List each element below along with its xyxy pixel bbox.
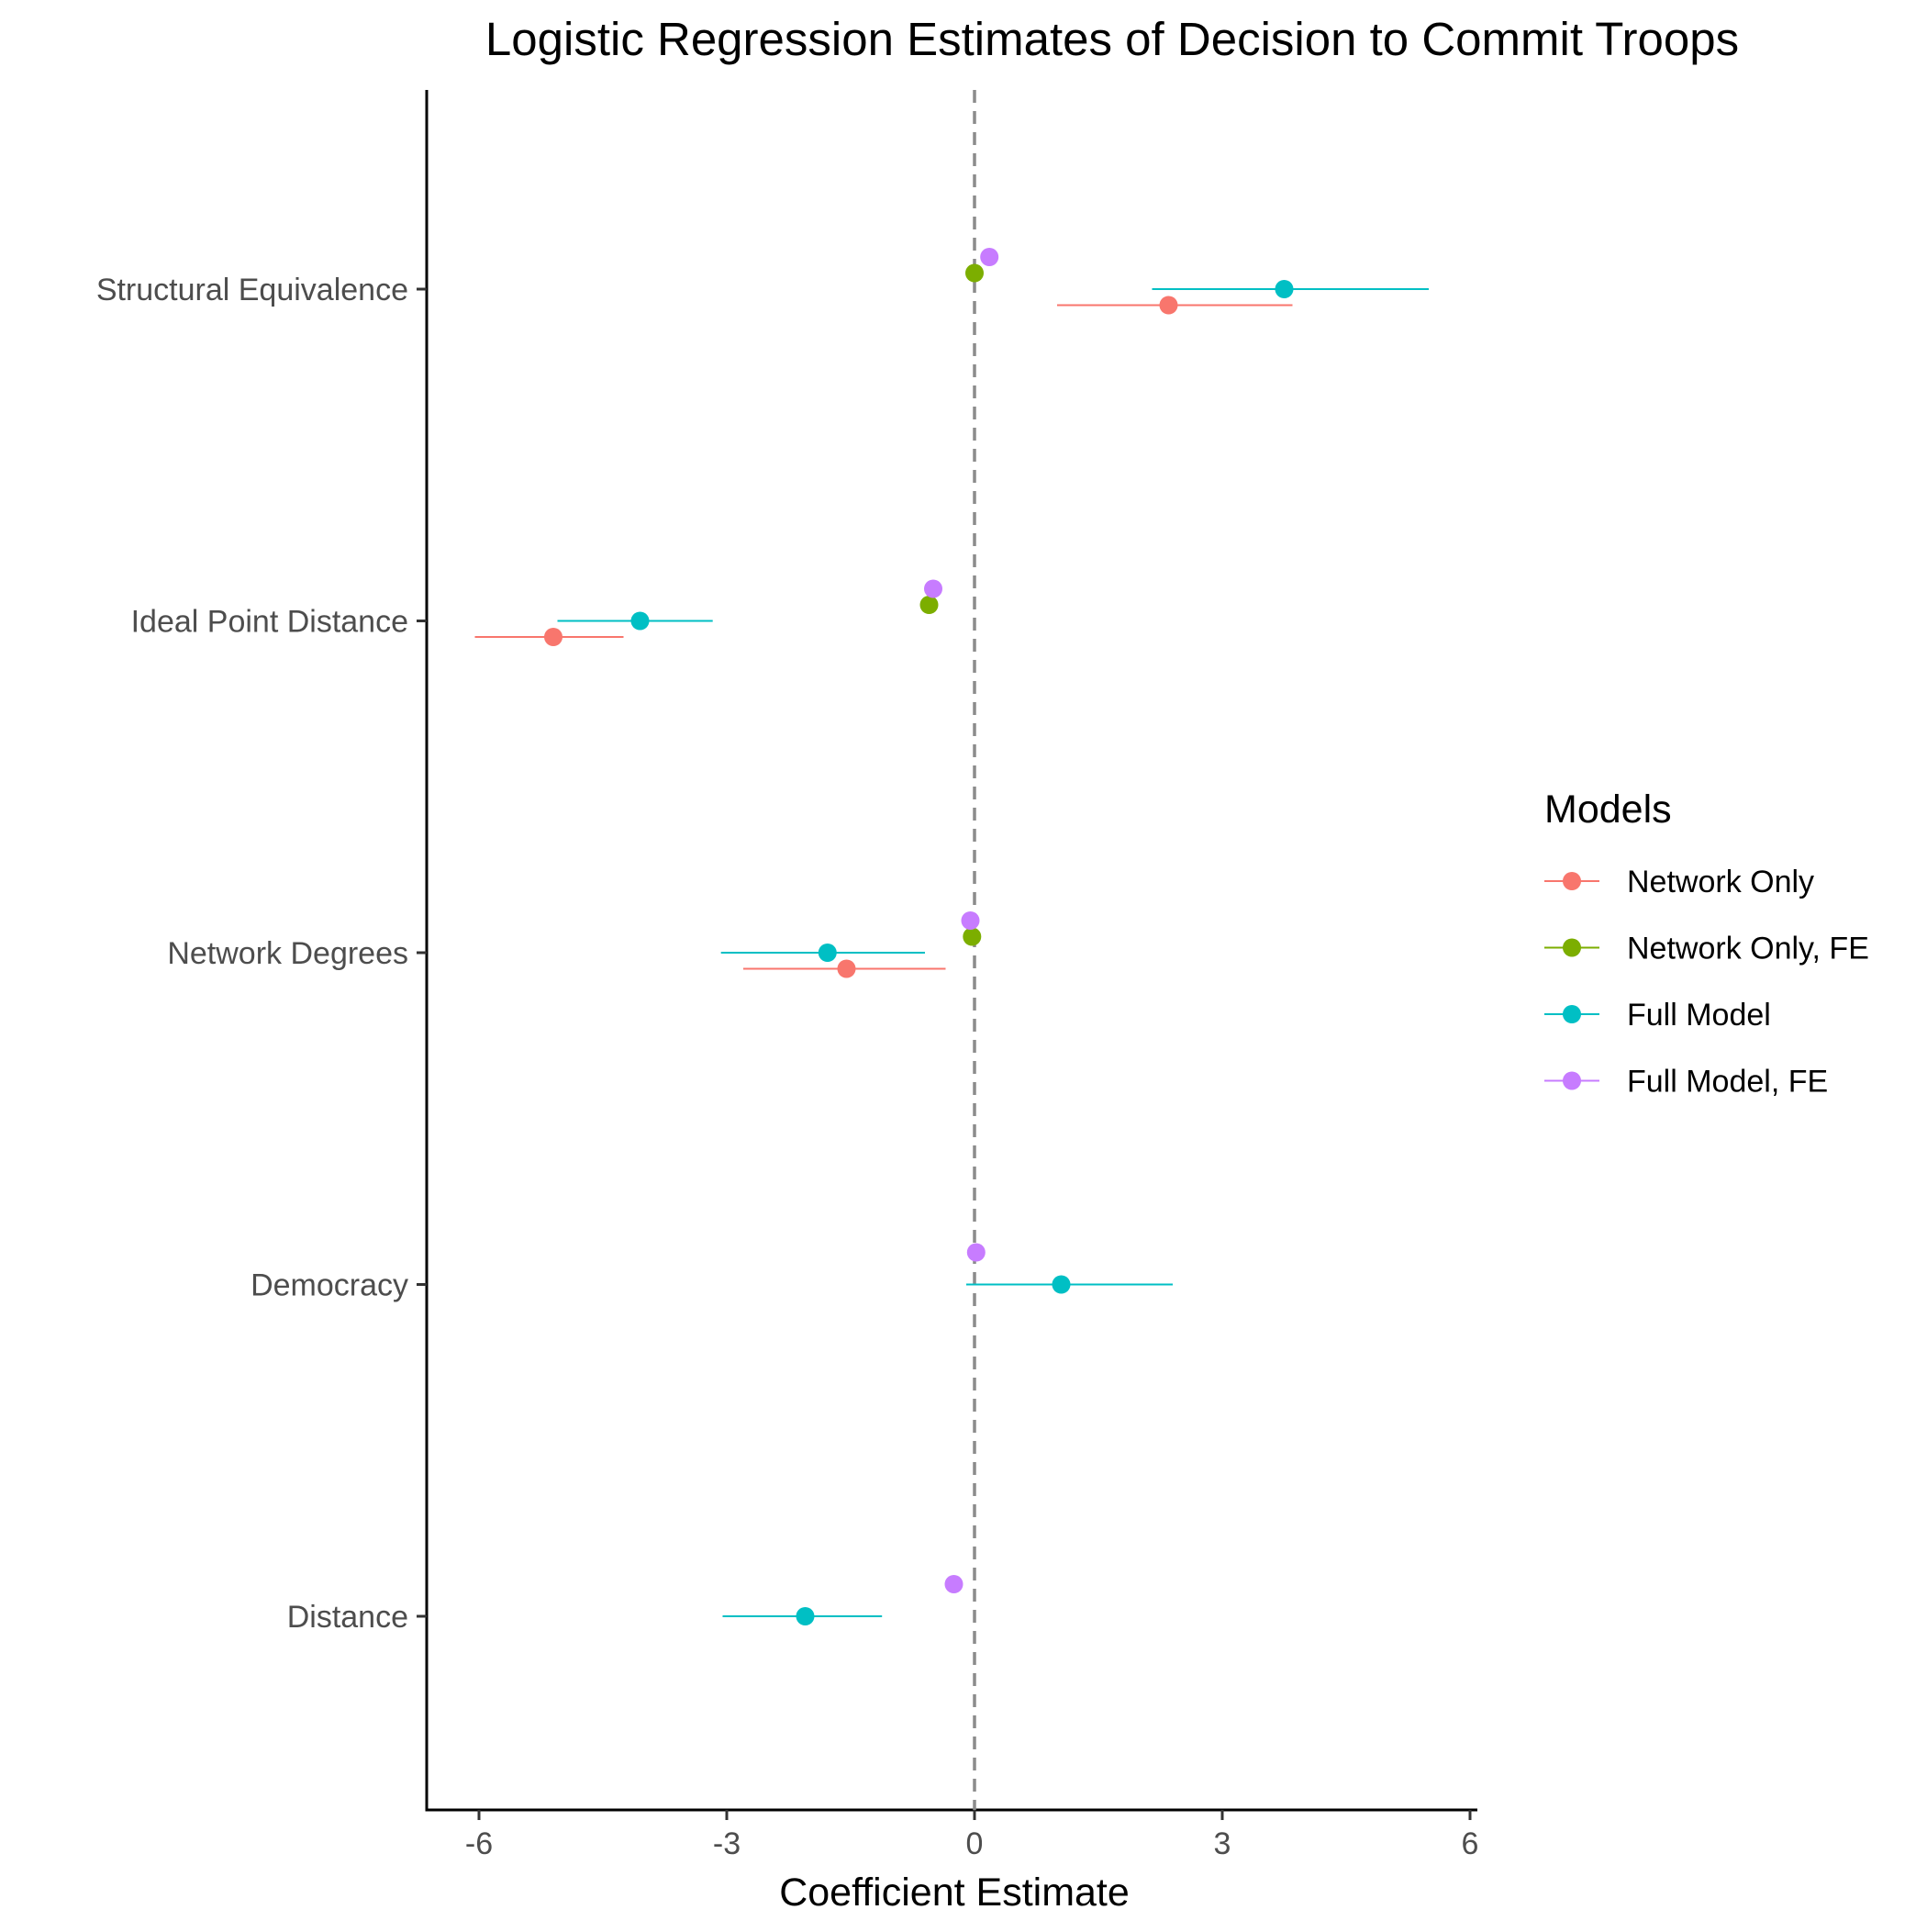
point-network-only-ideal-point-distance [544,628,563,646]
legend-item-network-only: Network Only [1544,865,1814,899]
legend-label: Network Only [1627,865,1814,899]
x-tick-label: -6 [465,1826,493,1861]
legend-label: Full Model, FE [1627,1065,1828,1100]
x-tick-label: 3 [1214,1826,1231,1861]
legend-item-network-only-fe: Network Only, FE [1544,932,1869,966]
legend-label: Network Only, FE [1627,932,1869,966]
y-tick-label-democracy: Democracy [251,1268,408,1303]
series-network-only [474,296,1293,978]
series-full-model-fe [924,248,999,1593]
chart-title: Logistic Regression Estimates of Decisio… [485,13,1739,65]
point-network-only-structural-equivalence [1159,296,1178,315]
legend-item-full-model: Full Model [1544,998,1771,1033]
x-axis-title: Coefficient Estimate [779,1871,1130,1915]
legend-key-point [1563,1005,1581,1023]
legend-title: Models [1544,787,1672,832]
y-tick-label-structural-equivalence: Structural Equivalence [96,273,408,307]
point-full-model-fe-democracy [966,1243,986,1262]
legend-key-point [1563,872,1581,890]
point-full-model-democracy [1052,1275,1071,1294]
x-tick-label: 0 [966,1826,984,1861]
point-full-model-fe-network-degrees [961,911,980,930]
y-tick-label-network-degrees: Network Degrees [167,936,408,971]
legend: Models Network Only Network Only, FE Full … [1544,787,1869,1100]
point-full-model-fe-distance [944,1575,964,1593]
point-network-only-fe-ideal-point-distance [919,596,939,614]
x-tick-label: 6 [1462,1826,1479,1861]
point-network-only-fe-network-degrees [963,927,982,946]
series-full-model [557,280,1429,1625]
legend-key-point [1563,938,1581,957]
legend-label: Full Model [1627,998,1771,1033]
legend-key-point [1563,1071,1581,1090]
y-tick-label-ideal-point-distance: Ideal Point Distance [131,605,408,640]
point-full-model-structural-equivalence [1275,280,1294,298]
point-network-only-network-degrees [837,959,856,978]
point-full-model-distance [796,1607,815,1625]
point-full-model-ideal-point-distance [630,611,650,631]
series-network-only-fe [919,263,984,946]
y-tick-label-distance: Distance [287,1600,408,1635]
legend-items: Network Only Network Only, FE Full Model Fu… [1544,865,1869,1100]
legend-item-full-model-fe: Full Model, FE [1544,1065,1828,1100]
plot-area: -6 -3 0 3 6 Structural Equivalence Ideal Point… [96,90,1479,1861]
point-full-model-fe-structural-equivalence [980,248,999,266]
point-full-model-fe-ideal-point-distance [924,579,942,598]
x-tick-label: -3 [713,1826,741,1861]
point-full-model-network-degrees [818,944,837,962]
point-network-only-fe-structural-equivalence [965,263,984,283]
